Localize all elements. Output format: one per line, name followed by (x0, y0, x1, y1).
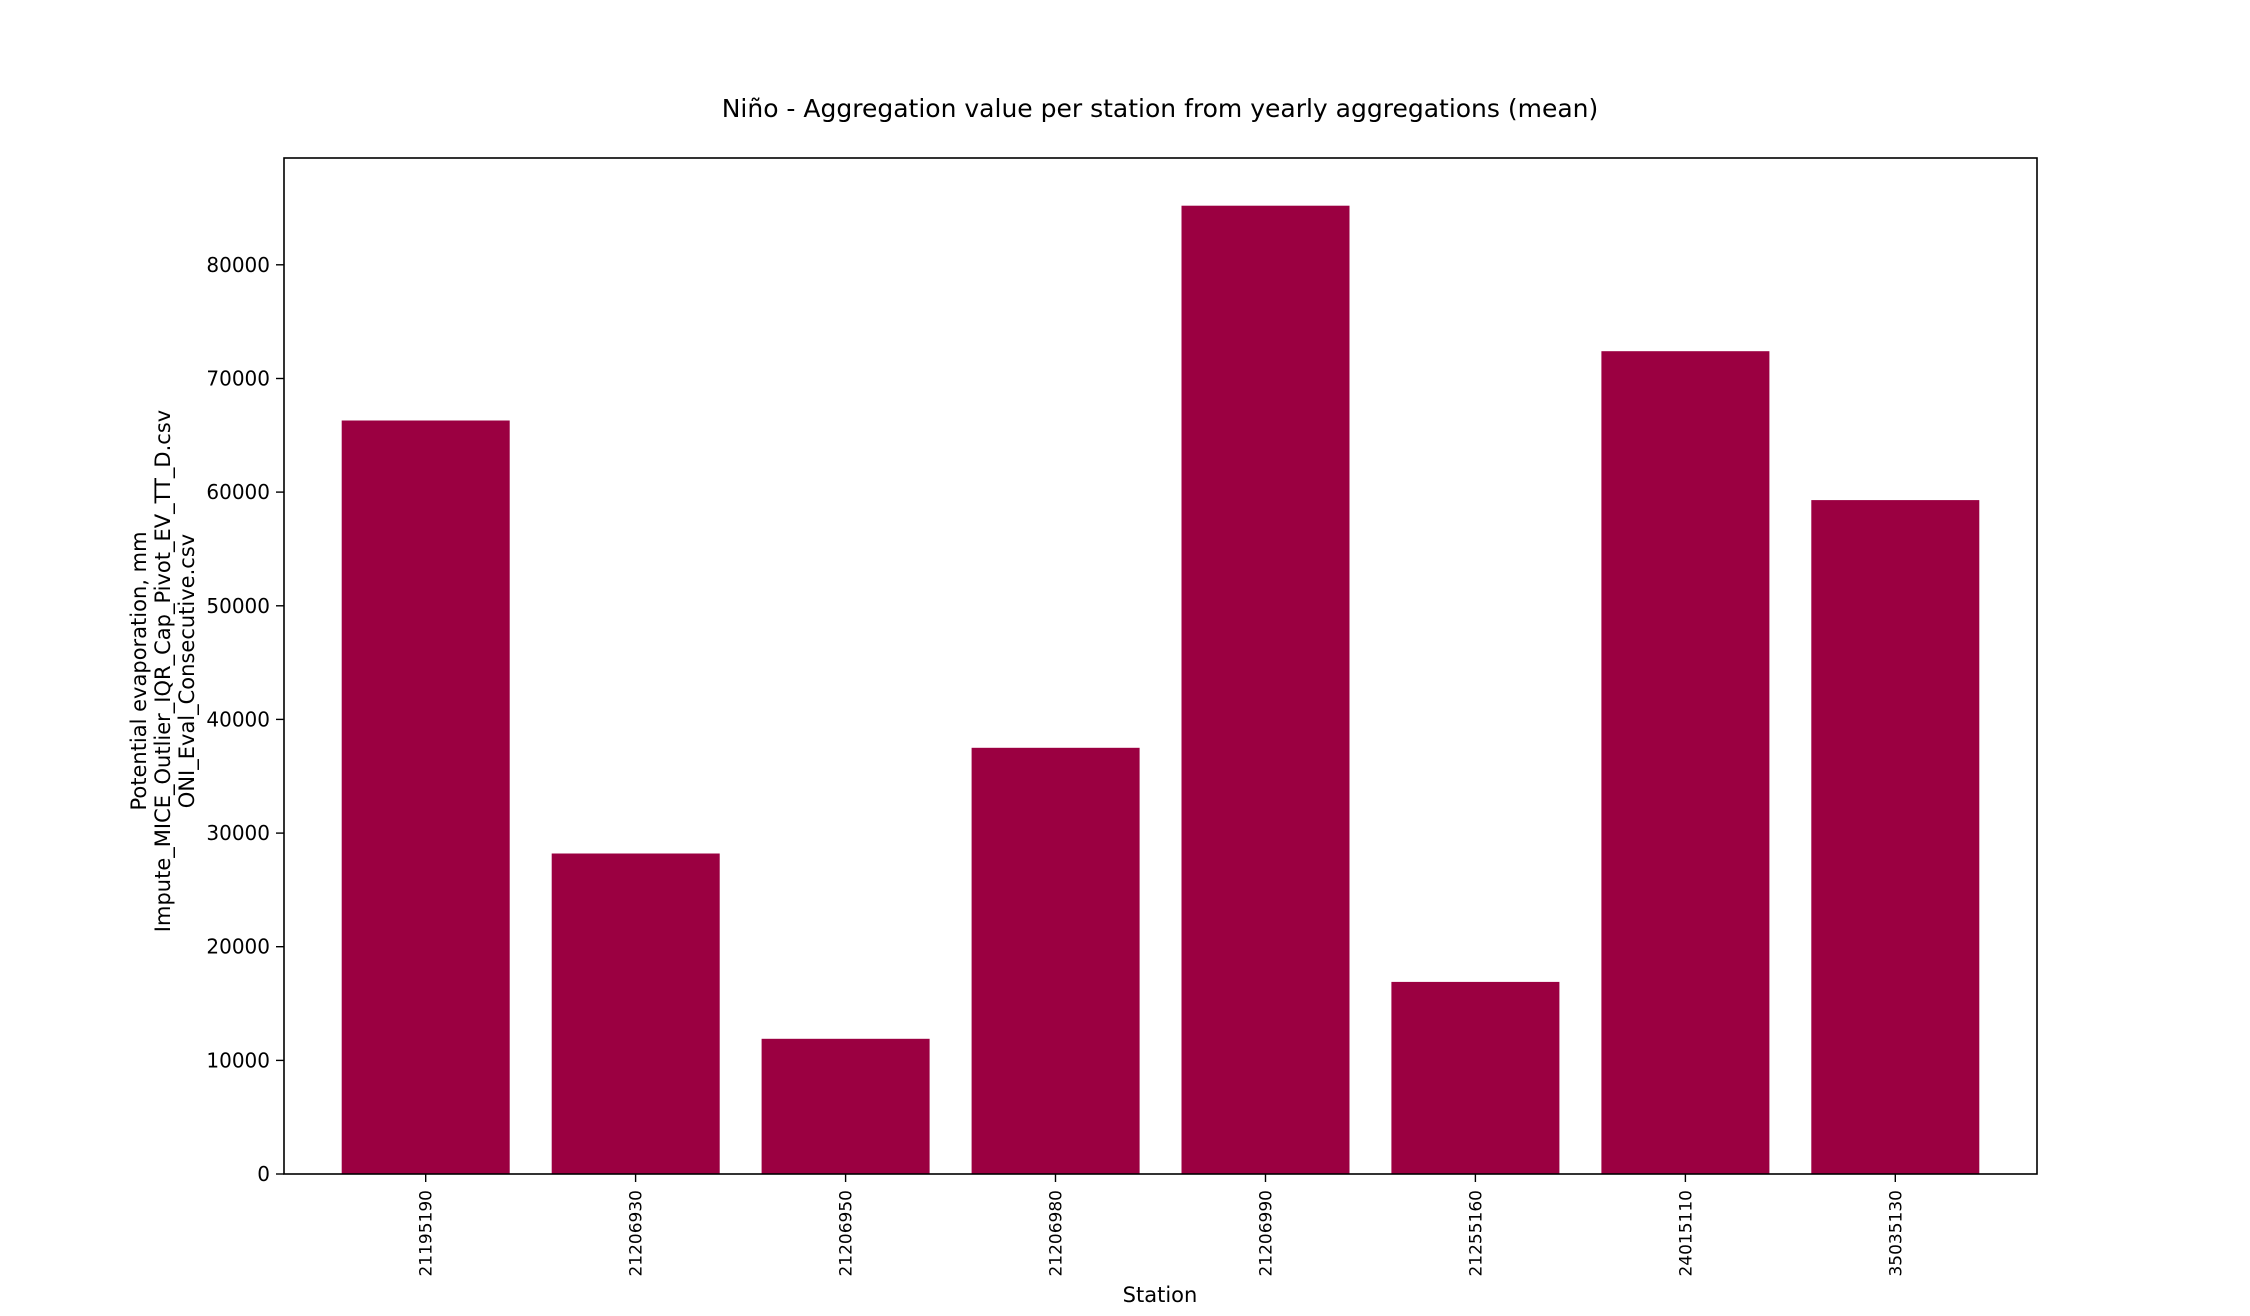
y-tick-label: 40000 (206, 707, 270, 731)
bar-21206980 (971, 747, 1140, 1174)
x-tick-label: 21206980 (1047, 1190, 1067, 1277)
y-tick-label: 0 (257, 1162, 270, 1186)
x-tick-label: 21255160 (1466, 1190, 1486, 1277)
bar-21206990 (1181, 205, 1350, 1174)
x-tick-label: 24015110 (1676, 1190, 1696, 1277)
bar-35035130 (1811, 500, 1980, 1175)
bar-21206950 (761, 1038, 930, 1174)
x-tick-label: 21206950 (837, 1190, 857, 1277)
y-axis-title-line-3: ONI_Eval_Consecutive.csv (175, 534, 200, 808)
chart-title: Niño - Aggregation value per station fro… (722, 94, 1599, 123)
bars-layer (341, 205, 1980, 1175)
x-tick-label: 21206930 (627, 1190, 647, 1277)
y-tick-label: 30000 (206, 821, 270, 845)
bar-21206930 (551, 853, 720, 1174)
y-tick-label: 20000 (206, 935, 270, 959)
y-axis-ticks: 0 10000 20000 30000 40000 50000 60000 70000 8000… (206, 253, 284, 1186)
y-tick-label: 10000 (206, 1048, 270, 1072)
x-axis-ticks: 21195190 21206930 21206950 21206980 21206990… (417, 1174, 1906, 1277)
y-axis-title: Potential evaporation, mm Impute_MICE_Ou… (127, 410, 200, 932)
y-tick-label: 70000 (206, 367, 270, 391)
bar-21195190 (341, 420, 510, 1174)
x-axis-title: Station (1123, 1283, 1198, 1307)
x-tick-label: 21195190 (417, 1190, 437, 1277)
plot-area-frame (283, 157, 2038, 1175)
bar-21255160 (1391, 981, 1560, 1174)
x-tick-label: 35035130 (1886, 1190, 1906, 1277)
y-tick-label: 60000 (206, 480, 270, 504)
y-tick-label: 50000 (206, 594, 270, 618)
bar-24015110 (1601, 351, 1770, 1174)
y-tick-label: 80000 (206, 253, 270, 277)
x-tick-label: 21206990 (1257, 1190, 1277, 1277)
y-axis-title-line-1: Potential evaporation, mm (127, 531, 151, 810)
y-axis-title-line-2: Impute_MICE_Outlier_IQR_Cap_Pivot_EV_TT_… (151, 410, 176, 932)
